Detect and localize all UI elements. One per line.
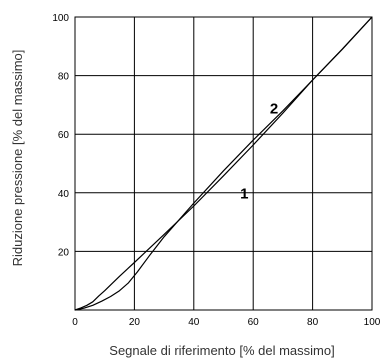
y-tick-labels: 20 40 60 80 100 (52, 13, 69, 258)
y-tick-label: 80 (58, 72, 70, 83)
curve-label-2: 2 (270, 101, 278, 118)
x-tick-label: 0 (72, 317, 78, 328)
y-tick-label: 20 (58, 247, 70, 258)
x-tick-label: 20 (129, 317, 141, 328)
y-tick-label: 60 (58, 130, 70, 141)
x-tick-label: 80 (307, 317, 319, 328)
series-line-2 (74, 16, 373, 311)
series-layer (74, 16, 373, 311)
x-tick-labels: 0 20 40 60 80 100 (72, 317, 380, 328)
x-tick-label: 60 (248, 317, 260, 328)
x-tick-label: 100 (364, 317, 380, 328)
y-tick-label: 40 (58, 189, 70, 200)
y-axis-label: Riduzione pressione [% del massimo] (10, 50, 25, 267)
curve-label-1: 1 (240, 186, 248, 203)
x-tick-label: 40 (188, 317, 200, 328)
curve-annotations: 12 (240, 101, 278, 203)
y-tick-label: 100 (52, 13, 69, 24)
plot-frame (74, 16, 373, 311)
grid (75, 17, 372, 310)
x-axis-label: Segnale di riferimento [% del massimo] (109, 343, 334, 358)
series-line-1 (74, 16, 373, 311)
